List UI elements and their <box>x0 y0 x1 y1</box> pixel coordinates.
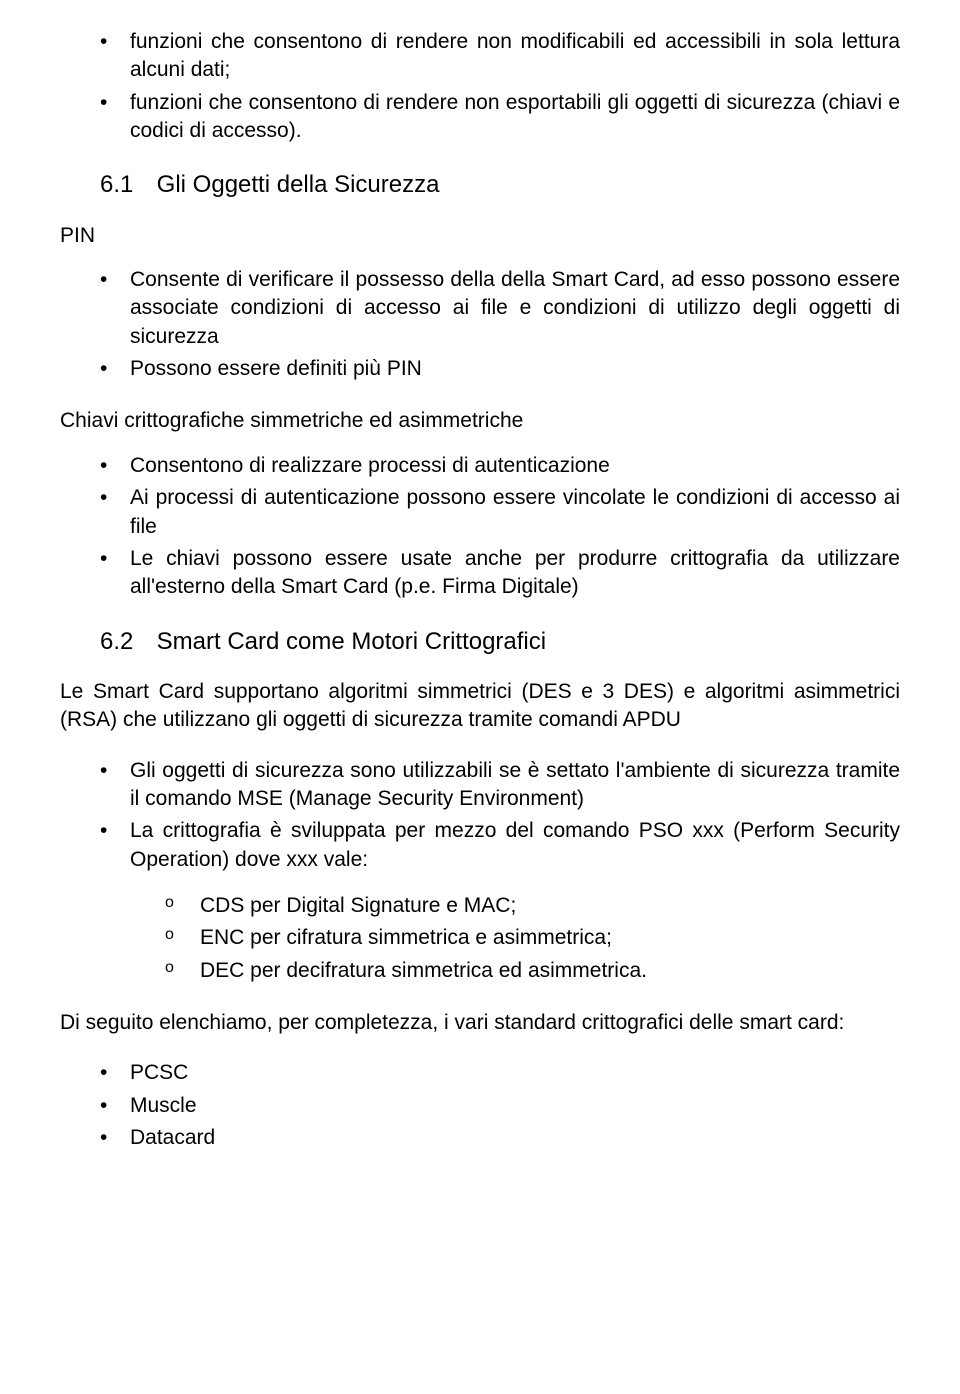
sub-list-item: DEC per decifratura simmetrica ed asimme… <box>60 957 900 985</box>
list-item: Consente di verificare il possesso della… <box>60 266 900 351</box>
section-number: 6.1 <box>100 169 150 201</box>
list-item: PCSC <box>60 1059 900 1087</box>
list-item: Datacard <box>60 1124 900 1152</box>
document-page: funzioni che consentono di rendere non m… <box>0 0 960 1394</box>
intro-bullet-list: funzioni che consentono di rendere non m… <box>60 28 900 145</box>
crypto-keys-label: Chiavi crittografiche simmetriche ed asi… <box>60 407 900 435</box>
keys-bullet-list: Consentono di realizzare processi di aut… <box>60 452 900 602</box>
s62-sub-list: CDS per Digital Signature e MAC; ENC per… <box>60 892 900 985</box>
section-6-2-intro: Le Smart Card supportano algoritmi simme… <box>60 678 900 735</box>
section-heading-6-2: 6.2 Smart Card come Motori Crittografici <box>100 626 900 658</box>
section-title: Smart Card come Motori Crittografici <box>157 628 546 655</box>
list-item: Possono essere definiti più PIN <box>60 355 900 383</box>
s62-bullet-list: Gli oggetti di sicurezza sono utilizzabi… <box>60 757 900 874</box>
section-heading-6-1: 6.1 Gli Oggetti della Sicurezza <box>100 169 900 201</box>
standards-list: PCSC Muscle Datacard <box>60 1059 900 1152</box>
list-item: La crittografia è sviluppata per mezzo d… <box>60 817 900 874</box>
sub-list-item: CDS per Digital Signature e MAC; <box>60 892 900 920</box>
list-item: funzioni che consentono di rendere non m… <box>60 28 900 85</box>
list-item: Consentono di realizzare processi di aut… <box>60 452 900 480</box>
list-item: Ai processi di autenticazione possono es… <box>60 484 900 541</box>
pin-label: PIN <box>60 222 900 250</box>
section-number: 6.2 <box>100 626 150 658</box>
pin-bullet-list: Consente di verificare il possesso della… <box>60 266 900 383</box>
list-item: Muscle <box>60 1092 900 1120</box>
standards-intro: Di seguito elenchiamo, per completezza, … <box>60 1009 900 1037</box>
section-title: Gli Oggetti della Sicurezza <box>157 171 440 198</box>
list-item: Gli oggetti di sicurezza sono utilizzabi… <box>60 757 900 814</box>
list-item: Le chiavi possono essere usate anche per… <box>60 545 900 602</box>
list-item: funzioni che consentono di rendere non e… <box>60 89 900 146</box>
sub-list-item: ENC per cifratura simmetrica e asimmetri… <box>60 924 900 952</box>
